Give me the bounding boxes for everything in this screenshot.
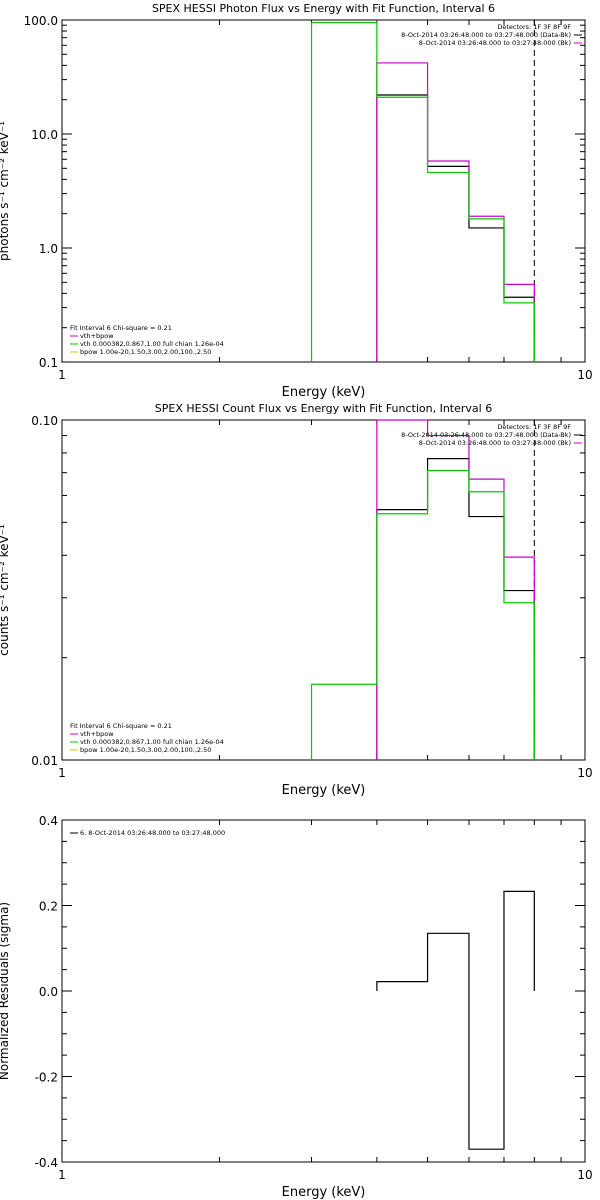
chart-title: SPEX HESSI Count Flux vs Energy with Fit… <box>155 402 492 415</box>
info-text: 8-Oct-2014 03:26:48.000 to 03:27:48.000 … <box>419 439 571 447</box>
x-tick-label: 1 <box>58 766 66 780</box>
info-text: 8-Oct-2014 03:26:48.000 to 03:27:48.000 … <box>401 31 571 39</box>
y-tick-label: 0.4 <box>39 814 58 828</box>
legend-entry: 6. 8-Oct-2014 03:26:48.000 to 03:27:48.0… <box>80 829 225 837</box>
y-tick-label: 0.2 <box>39 900 58 914</box>
y-tick-label: 0.0 <box>39 985 58 999</box>
series-vth+bpow <box>376 419 535 760</box>
plot-frame <box>61 419 586 761</box>
series-vth <box>310 469 535 760</box>
legend-entry: vth 0.000382,0.867,1.00 full chian 1.26e… <box>80 340 224 348</box>
y-axis-label: counts s⁻¹ cm⁻² keV⁻¹ <box>0 524 11 656</box>
legend-entry: bpow 1.00e-20,1.50,3.00,2.00,100.,2.50 <box>80 746 211 754</box>
x-axis-label: Energy (keV) <box>282 385 366 400</box>
series-residuals <box>376 890 535 1150</box>
y-tick-label: 0.1 <box>39 356 58 370</box>
legend-entry: vth 0.000382,0.867,1.00 full chian 1.26e… <box>80 738 224 746</box>
series-vth+bpow <box>376 62 535 362</box>
y-tick-label: 0.10 <box>31 414 58 428</box>
x-axis-label: Energy (keV) <box>282 783 366 798</box>
plot-frame <box>61 819 586 1163</box>
legend-header: Fit Interval 6 Chi-square = 0.21 <box>70 324 172 332</box>
chart-panel-1: SPEX HESSI Photon Flux vs Energy with Fi… <box>0 2 593 400</box>
legend-header: Fit Interval 6 Chi-square = 0.21 <box>70 722 172 730</box>
info-text: Detectors: 1F 3F 8F 9F <box>497 23 571 31</box>
plot-frame <box>61 19 586 363</box>
series-data <box>376 94 535 362</box>
chart-title: SPEX HESSI Photon Flux vs Energy with Fi… <box>152 2 495 15</box>
chart-panel-2: SPEX HESSI Count Flux vs Energy with Fit… <box>0 402 593 798</box>
x-tick-label: 1 <box>58 368 66 382</box>
legend-entry: vth+bpow <box>80 730 114 738</box>
y-axis-label: photons s⁻¹ cm⁻² keV⁻¹ <box>0 121 11 261</box>
series-vth <box>310 21 535 362</box>
legend-entry: bpow 1.00e-20,1.50,3.00,2.00,100.,2.50 <box>80 348 211 356</box>
x-tick-label: 10 <box>577 766 592 780</box>
info-text: 8-Oct-2014 03:26:48.000 to 03:27:48.000 … <box>419 39 571 47</box>
info-text: 8-Oct-2014 03:26:48.000 to 03:27:48.000 … <box>401 431 571 439</box>
chart-panel-3: 1 10 Energy (keV) -0.4 -0.2 0.0 0.2 0.4 Normaliz… <box>0 814 593 1200</box>
x-tick-label: 10 <box>577 1168 592 1182</box>
y-axis-label: Normalized Residuals (sigma) <box>0 902 11 1080</box>
x-axis-label: Energy (keV) <box>282 1185 366 1200</box>
x-tick-label: 10 <box>577 368 592 382</box>
y-tick-label: -0.2 <box>35 1071 58 1085</box>
y-tick-label: -0.4 <box>35 1156 58 1170</box>
series-data <box>376 457 535 760</box>
info-text: Detectors: 1F 3F 8F 9F <box>497 423 571 431</box>
y-tick-label: 10.0 <box>31 128 58 142</box>
legend-entry: vth+bpow <box>80 332 114 340</box>
y-tick-label: 0.01 <box>31 754 58 768</box>
y-tick-label: 100.0 <box>24 14 58 28</box>
y-tick-label: 1.0 <box>39 242 58 256</box>
x-tick-label: 1 <box>58 1168 66 1182</box>
